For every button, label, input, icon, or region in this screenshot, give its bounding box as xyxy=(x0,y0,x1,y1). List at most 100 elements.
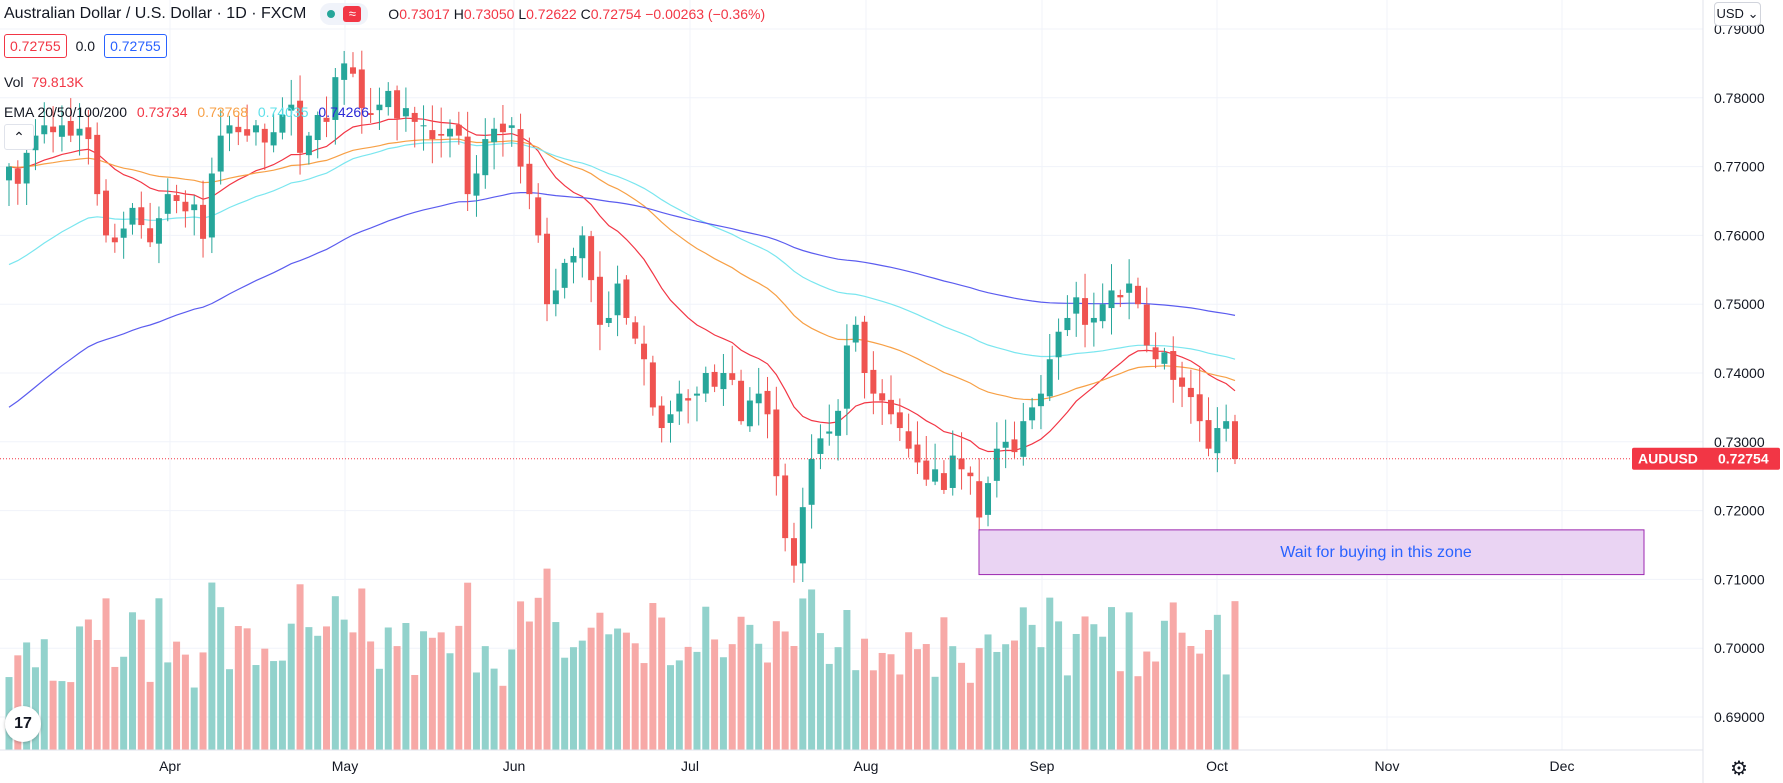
ema-lines xyxy=(8,117,1236,453)
time-tick-label: May xyxy=(332,758,358,774)
volume-bar xyxy=(420,631,428,750)
volume-bar xyxy=(1134,676,1142,750)
wave-icon[interactable]: ≈ xyxy=(343,6,362,22)
candle-body xyxy=(1205,420,1212,449)
volume-legend[interactable]: Vol 79.813K xyxy=(4,74,84,90)
volume-bar xyxy=(305,627,313,750)
volume-bar xyxy=(490,668,498,750)
buy-price-button[interactable]: 0.72755 xyxy=(104,34,167,58)
volume-bar xyxy=(684,646,692,750)
volume-bar xyxy=(402,623,410,750)
candle-body xyxy=(720,373,727,390)
volume-bar xyxy=(111,666,119,750)
candle-body xyxy=(270,132,277,146)
tradingview-logo-icon[interactable]: 17 xyxy=(5,706,41,742)
volume-bar xyxy=(790,646,798,750)
candle-body xyxy=(94,134,101,195)
candle-body xyxy=(755,393,762,404)
candle-body xyxy=(32,135,39,151)
candle-body xyxy=(244,129,251,136)
buy-zone[interactable]: Wait for buying in this zone xyxy=(978,529,1645,576)
candle-body xyxy=(729,373,736,380)
volume-bar xyxy=(1072,633,1080,750)
candle-body xyxy=(173,195,180,201)
currency-select[interactable]: USD ⌄ xyxy=(1714,2,1761,26)
volume-bar xyxy=(543,568,551,750)
candle-body xyxy=(155,218,162,244)
candle-body xyxy=(1002,441,1009,448)
candle-body xyxy=(896,412,903,429)
candle-body xyxy=(596,276,603,325)
candle-body xyxy=(1029,407,1036,421)
candle-body xyxy=(226,125,233,134)
volume-bar xyxy=(208,582,216,750)
volume-bar xyxy=(278,660,286,750)
volume-bar xyxy=(1028,624,1036,750)
sell-price-button[interactable]: 0.72755 xyxy=(4,34,67,58)
candle-body xyxy=(1055,331,1062,358)
candle-body xyxy=(138,207,145,226)
collapse-legend-button[interactable]: ⌃ xyxy=(4,124,34,150)
volume-bar xyxy=(446,653,454,750)
candle-body xyxy=(252,125,259,133)
volume-bar xyxy=(226,669,233,750)
candle-body xyxy=(1196,394,1203,422)
volume-bar xyxy=(1099,636,1107,750)
candle-body xyxy=(1090,317,1097,323)
ema-legend[interactable]: EMA 20/50/100/200 0.73734 0.73768 0.7403… xyxy=(4,104,375,120)
candle-body xyxy=(191,204,198,211)
candle-body xyxy=(799,507,806,564)
volume-bar xyxy=(102,598,110,750)
candle-body xyxy=(1064,317,1071,331)
candle-body xyxy=(905,431,912,449)
volume-bar xyxy=(296,584,304,750)
volume-bar xyxy=(58,681,66,750)
candle-body xyxy=(1161,352,1168,364)
candle-body xyxy=(746,400,753,427)
candle-body xyxy=(1037,393,1044,407)
price-axis[interactable]: 0.790000.780000.770000.760000.750000.740… xyxy=(1714,21,1765,725)
settings-gear-icon[interactable]: ⚙ xyxy=(1730,758,1748,780)
volume-bar xyxy=(1002,644,1010,750)
volume-bar xyxy=(49,680,57,750)
candle-body xyxy=(482,139,489,176)
candle-body xyxy=(561,262,568,288)
volume-bar xyxy=(940,617,948,750)
ema50-value: 0.73768 xyxy=(197,104,248,120)
volume-bar xyxy=(428,637,436,750)
candle-body xyxy=(641,343,648,360)
candle-body xyxy=(164,194,171,214)
chevron-down-icon: ⌄ xyxy=(1747,6,1759,21)
candle-body xyxy=(23,152,30,184)
candle-body xyxy=(1108,290,1115,309)
volume-bar xyxy=(199,652,207,750)
volume-bar xyxy=(993,651,1001,750)
candle-body xyxy=(958,458,965,470)
candle-body xyxy=(782,475,789,539)
volume-bar xyxy=(984,634,992,750)
price-tag-value: 0.72754 xyxy=(1718,451,1769,467)
candle-body xyxy=(605,317,612,323)
symbol-title[interactable]: Australian Dollar / U.S. Dollar · 1D · F… xyxy=(4,5,307,22)
candle-body xyxy=(1011,439,1018,453)
currency-label: USD xyxy=(1716,6,1744,21)
volume-bar xyxy=(781,631,789,750)
volume-bar xyxy=(1090,624,1098,750)
buy-zone-rect[interactable] xyxy=(978,529,1645,576)
volume-bar xyxy=(340,619,348,750)
ohlc-values: O0.73017 H0.73050 L0.72622 C0.72754 −0.0… xyxy=(388,6,765,22)
time-axis[interactable]: Apr May Jun Jul Aug Sep Oct Nov Dec xyxy=(159,758,1574,774)
volume-bar xyxy=(1081,616,1089,750)
candle-body xyxy=(693,393,700,396)
candle-body xyxy=(147,228,154,243)
volume-bar xyxy=(728,644,736,750)
volume-bar xyxy=(869,670,877,750)
ema20-value: 0.73734 xyxy=(136,104,188,120)
candle-body xyxy=(67,120,74,136)
ema-label: EMA 20/50/100/200 xyxy=(4,104,127,120)
candle-body xyxy=(279,115,286,133)
candle-body xyxy=(614,283,621,316)
status-pills[interactable]: ≈ xyxy=(320,3,369,25)
candle-body xyxy=(58,125,65,137)
